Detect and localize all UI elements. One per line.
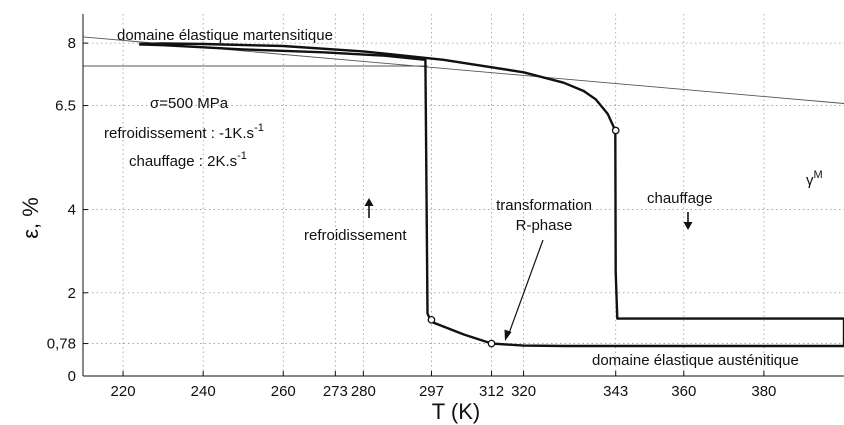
y-tick-label: 0,78: [47, 336, 76, 353]
curves: [139, 42, 844, 348]
x-tick-label: 297: [419, 383, 444, 400]
x-tick-label: 343: [603, 383, 628, 400]
x-tick-label: 260: [271, 383, 296, 400]
gamma-label: γM: [806, 169, 823, 189]
y-axis-title: ε, %: [18, 197, 43, 239]
austenitic-domain-label: domaine élastique austénitique: [592, 352, 799, 369]
transformation-pointer-arrow: [504, 239, 544, 341]
data-marker: [487, 339, 496, 348]
x-tick-label: 380: [751, 383, 776, 400]
data-marker: [611, 126, 620, 135]
cooling-arrow-up: [364, 198, 374, 218]
x-tick-label: 360: [671, 383, 696, 400]
transformation-label-line2: R-phase: [516, 217, 573, 234]
x-tick-label: 240: [191, 383, 216, 400]
grid-layer: [83, 14, 844, 377]
heating-label: chauffage: [647, 190, 713, 207]
sigma-label: σ=500 MPa: [150, 95, 229, 112]
martensitic-domain-label: domaine élastique martensitique: [117, 27, 333, 44]
heating-arrow-down: [683, 212, 693, 230]
x-tick-label: 320: [511, 383, 536, 400]
cooling-rate-text: refroidissement : -1K.s: [104, 125, 254, 142]
y-tick-label: 2: [68, 285, 76, 302]
y-tick-label: 6.5: [55, 98, 76, 115]
cooling-label: refroidissement: [304, 227, 407, 244]
data-marker: [427, 315, 436, 324]
x-tick-label: 312: [479, 383, 504, 400]
gamma-superscript: M: [814, 169, 823, 181]
cooling-rate-label: refroidissement : -1K.s-1: [104, 122, 264, 142]
y-tick-label: 0: [68, 368, 76, 385]
y-tick-label: 4: [68, 202, 76, 219]
x-tick-label: 273: [323, 383, 348, 400]
heating-rate-text: chauffage : 2K.s: [129, 153, 237, 170]
heating-rate-label: chauffage : 2K.s-1: [129, 150, 247, 170]
heating-rate-exponent: -1: [237, 150, 247, 162]
gamma-symbol: γ: [806, 172, 814, 189]
x-tick-label: 220: [111, 383, 136, 400]
cooling-rate-exponent: -1: [254, 122, 264, 134]
axes: 220 240 260 273 280 297 312 320 343 360 380 0 0,78 2 4…: [47, 14, 844, 400]
transformation-label-line1: transformation: [496, 197, 592, 214]
x-tick-label: 280: [351, 383, 376, 400]
markers: [427, 126, 620, 348]
x-axis-title: T (K): [432, 399, 480, 424]
hysteresis-curve: [139, 42, 844, 348]
y-tick-label: 8: [68, 35, 76, 52]
